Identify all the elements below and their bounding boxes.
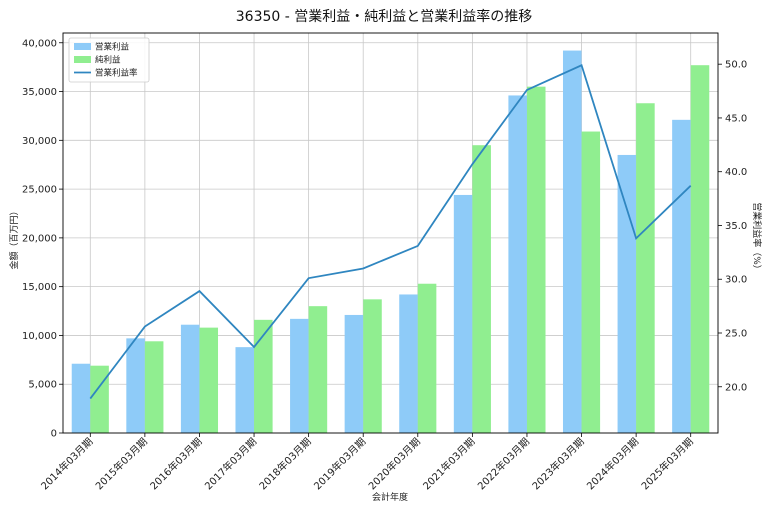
bar-operating-profit xyxy=(71,363,91,433)
bar-net-profit xyxy=(472,145,491,433)
bar-net-profit xyxy=(581,131,601,433)
bar-operating-profit xyxy=(562,50,582,433)
bar-net-profit xyxy=(199,327,219,433)
legend-label: 営業利益率 xyxy=(95,68,138,79)
legend-swatch xyxy=(74,56,91,63)
x-tick-label: 2022年03月期 xyxy=(475,435,532,492)
x-tick-label: 2014年03月期 xyxy=(38,435,95,492)
bar-net-profit xyxy=(636,103,655,434)
bar-net-profit xyxy=(526,86,546,433)
y-tick-label-right: 45.0 xyxy=(725,113,747,124)
bar-net-profit xyxy=(144,341,164,433)
x-tick-label: 2024年03月期 xyxy=(584,435,641,492)
y-tick-label-right: 50.0 xyxy=(725,60,747,71)
y-tick-label-left: 15,000 xyxy=(22,282,57,293)
y-tick-label-left: 30,000 xyxy=(22,136,57,147)
bar-operating-profit xyxy=(399,294,418,433)
y-tick-label-left: 5,000 xyxy=(28,380,57,391)
bars xyxy=(71,50,710,434)
legend-label: 営業利益 xyxy=(95,42,130,53)
legend-label: 純利益 xyxy=(95,55,121,66)
chart-title: 36350 - 営業利益・純利益と営業利益率の推移 xyxy=(236,8,533,25)
bar-net-profit xyxy=(254,319,273,433)
y-tick-label-right: 40.0 xyxy=(725,167,747,178)
bar-net-profit xyxy=(308,306,328,433)
bar-operating-profit xyxy=(508,95,527,433)
bar-operating-profit xyxy=(453,194,473,433)
y-tick-label-left: 35,000 xyxy=(22,87,57,98)
y-tick-label-right: 25.0 xyxy=(725,329,747,340)
y-tick-label-right: 35.0 xyxy=(725,221,747,232)
y-tick-label-left: 40,000 xyxy=(22,38,57,49)
y-tick-label-left: 25,000 xyxy=(22,185,57,196)
y-tick-label-right: 20.0 xyxy=(725,382,747,393)
y-tick-label-right: 30.0 xyxy=(725,275,747,286)
y-axis-title-right: 営業利益率（%） xyxy=(751,202,763,274)
bar-operating-profit xyxy=(126,338,145,433)
bar-net-profit xyxy=(90,365,109,433)
x-tick-label: 2020年03月期 xyxy=(366,435,423,492)
bar-operating-profit xyxy=(672,119,691,433)
x-tick-label: 2025年03月期 xyxy=(638,435,695,492)
x-tick-label: 2016年03月期 xyxy=(147,435,204,492)
x-tick-label: 2018年03月期 xyxy=(256,435,313,492)
plot-frame xyxy=(62,32,719,434)
x-tick-label: 2017年03月期 xyxy=(202,435,259,492)
bar-net-profit xyxy=(363,299,382,433)
y-axis-title-left: 金額（百万円） xyxy=(8,206,20,269)
margin-line-layer xyxy=(89,64,692,400)
y-tick-label-left: 0 xyxy=(51,429,57,440)
bar-operating-profit xyxy=(290,318,309,433)
bar-net-profit xyxy=(690,65,710,433)
bar-net-profit xyxy=(417,283,437,433)
x-tick-label: 2023年03月期 xyxy=(529,435,586,492)
x-tick-label: 2019年03月期 xyxy=(311,435,368,492)
y-tick-label-left: 20,000 xyxy=(22,233,57,244)
bar-operating-profit xyxy=(617,154,637,433)
x-tick-label: 2015年03月期 xyxy=(93,435,150,492)
x-axis-title: 会計年度 xyxy=(372,491,408,503)
x-tick-label: 2021年03月期 xyxy=(420,435,477,492)
y-tick-label-left: 10,000 xyxy=(22,331,57,342)
bar-operating-profit xyxy=(344,314,364,433)
bar-operating-profit xyxy=(180,324,200,433)
operating-margin-line xyxy=(89,64,692,400)
bar-operating-profit xyxy=(235,347,255,433)
legend-swatch xyxy=(74,43,91,50)
